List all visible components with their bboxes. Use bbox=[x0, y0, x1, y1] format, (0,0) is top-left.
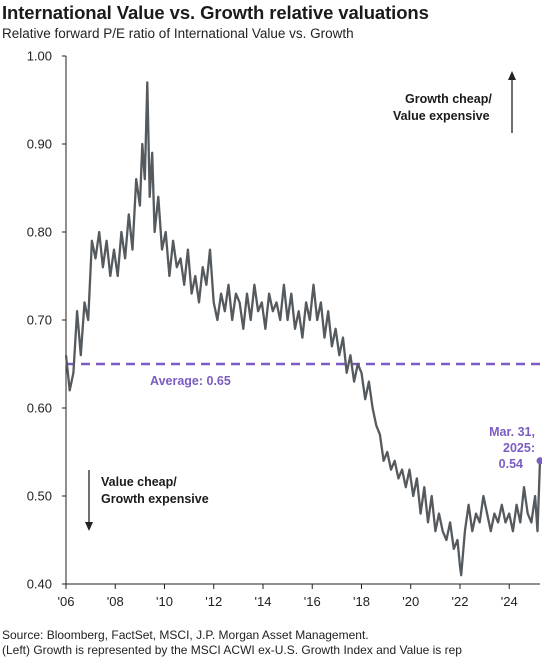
latest-date-line2: 2025: bbox=[503, 441, 535, 455]
annotation-value-expensive: Value expensive bbox=[393, 109, 490, 123]
x-tick-label: '16 bbox=[304, 594, 321, 609]
x-tick-label: '20 bbox=[402, 594, 419, 609]
valuation-chart: 1.00 0.90 0.80 0.70 0.60 0.50 0.40 '06 '08 '10 '1… bbox=[0, 0, 542, 625]
annotation-growth-expensive: Growth expensive bbox=[101, 492, 209, 506]
latest-value-marker bbox=[537, 457, 542, 464]
arrow-up-head bbox=[508, 71, 516, 80]
x-tick-label: '22 bbox=[451, 594, 468, 609]
y-tick-label: 0.70 bbox=[27, 313, 52, 328]
latest-date-line1: Mar. 31, bbox=[489, 425, 535, 439]
x-tick-label: '10 bbox=[156, 594, 173, 609]
x-axis-ticks: '06 '08 '10 '12 '14 '16 '18 '20 '22 '24 bbox=[58, 584, 518, 609]
source-footnote: Source: Bloomberg, FactSet, MSCI, J.P. M… bbox=[2, 628, 369, 642]
y-axis-ticks: 1.00 0.90 0.80 0.70 0.60 0.50 0.40 bbox=[27, 49, 66, 592]
y-tick-label: 0.60 bbox=[27, 401, 52, 416]
average-label: Average: 0.65 bbox=[150, 374, 231, 388]
y-tick-label: 0.50 bbox=[27, 489, 52, 504]
x-tick-label: '06 bbox=[58, 594, 75, 609]
x-tick-label: '08 bbox=[107, 594, 124, 609]
y-tick-label: 0.80 bbox=[27, 225, 52, 240]
annotation-growth-cheap: Growth cheap/ bbox=[405, 92, 492, 106]
y-tick-label: 1.00 bbox=[27, 49, 52, 64]
x-tick-label: '12 bbox=[205, 594, 222, 609]
x-tick-label: '18 bbox=[353, 594, 370, 609]
latest-value-label: 0.54 bbox=[499, 457, 523, 471]
y-tick-label: 0.90 bbox=[27, 137, 52, 152]
index-footnote: (Left) Growth is represented by the MSCI… bbox=[2, 643, 462, 657]
x-tick-label: '24 bbox=[501, 594, 518, 609]
arrow-down-head bbox=[85, 522, 93, 531]
x-tick-label: '14 bbox=[255, 594, 272, 609]
annotation-value-cheap: Value cheap/ bbox=[101, 475, 177, 489]
y-tick-label: 0.40 bbox=[27, 577, 52, 592]
